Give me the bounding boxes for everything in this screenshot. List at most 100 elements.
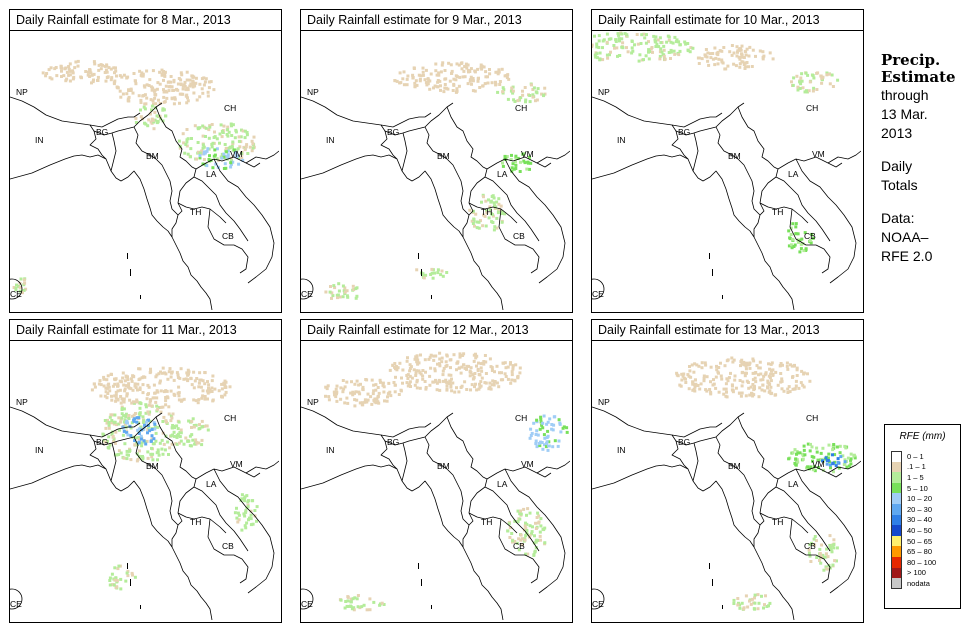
country-label-th: TH bbox=[481, 517, 492, 527]
country-label-ce: CE bbox=[592, 599, 604, 609]
country-label-bm: BM bbox=[437, 151, 450, 161]
country-label-ce: CE bbox=[301, 599, 313, 609]
legend-label: 80 – 100 bbox=[907, 557, 937, 567]
legend-item: 10 – 20 bbox=[891, 493, 960, 504]
country-borders bbox=[301, 406, 570, 620]
map-panel-10-mar: Daily Rainfall estimate for 10 Mar., 201… bbox=[591, 9, 864, 313]
country-label-la: LA bbox=[788, 169, 799, 179]
country-label-la: LA bbox=[206, 479, 217, 489]
country-label-la: LA bbox=[788, 479, 799, 489]
country-label-np: NP bbox=[16, 87, 28, 97]
country-label-vm: VM bbox=[230, 459, 243, 469]
country-label-ce: CE bbox=[592, 289, 604, 299]
panel-title: Daily Rainfall estimate for 9 Mar., 2013 bbox=[301, 10, 572, 31]
country-label-cb: CB bbox=[222, 231, 234, 241]
country-borders bbox=[592, 406, 861, 620]
country-label-bm: BM bbox=[437, 461, 450, 471]
country-label-cb: CB bbox=[222, 541, 234, 551]
rainfall-overlay bbox=[90, 366, 259, 591]
rainfall-overlay bbox=[324, 61, 547, 300]
map-area: NP CH IN BG BM VM LA TH CB CE bbox=[592, 31, 861, 310]
country-label-cb: CB bbox=[513, 541, 525, 551]
legend-item: 80 – 100 bbox=[891, 556, 960, 568]
caption-period-2: Totals bbox=[881, 177, 918, 193]
country-label-bg: BG bbox=[387, 127, 399, 137]
legend-label: > 100 bbox=[907, 568, 926, 578]
legend-swatch bbox=[891, 525, 902, 536]
country-label-cb: CB bbox=[804, 541, 816, 551]
country-label-bg: BG bbox=[678, 437, 690, 447]
legend-swatch bbox=[891, 493, 902, 504]
legend-swatch bbox=[891, 556, 902, 568]
country-label-ch: CH bbox=[224, 103, 236, 113]
country-label-vm: VM bbox=[230, 149, 243, 159]
country-label-vm: VM bbox=[812, 459, 825, 469]
country-label-bg: BG bbox=[96, 127, 108, 137]
caption-period-1: Daily bbox=[881, 158, 913, 174]
legend-swatch bbox=[891, 451, 902, 462]
panel-title: Daily Rainfall estimate for 12 Mar., 201… bbox=[301, 320, 572, 341]
legend-item: 1 – 5 bbox=[891, 472, 960, 483]
country-label-th: TH bbox=[772, 207, 783, 217]
country-label-np: NP bbox=[307, 87, 319, 97]
rainfall-overlay bbox=[324, 351, 569, 612]
country-label-vm: VM bbox=[812, 149, 825, 159]
country-label-in: IN bbox=[617, 135, 626, 145]
caption-heading-2: Estimate bbox=[881, 68, 956, 86]
country-label-ch: CH bbox=[515, 413, 527, 423]
coast-islands bbox=[418, 563, 432, 609]
map-area: NP CH IN BG BM VM LA TH CB CE bbox=[592, 341, 861, 620]
legend-label: nodata bbox=[907, 578, 930, 588]
map-area: NP CH IN BG BM VM LA TH CB CE bbox=[301, 341, 570, 620]
map-panel-9-mar: Daily Rainfall estimate for 9 Mar., 2013… bbox=[300, 9, 573, 313]
caption-heading-1: Precip. bbox=[881, 51, 941, 69]
country-label-la: LA bbox=[206, 169, 217, 179]
country-borders bbox=[301, 96, 570, 310]
panel-title: Daily Rainfall estimate for 13 Mar., 201… bbox=[592, 320, 863, 341]
country-label-np: NP bbox=[307, 397, 319, 407]
country-label-bg: BG bbox=[387, 437, 399, 447]
country-label-in: IN bbox=[326, 445, 335, 455]
map-area: NP CH IN BG BM VM LA TH CB CE bbox=[10, 31, 279, 310]
country-label-th: TH bbox=[772, 517, 783, 527]
legend-swatch bbox=[891, 546, 902, 557]
caption-source-2: NOAA– bbox=[881, 229, 929, 245]
legend-label: 0 – 1 bbox=[907, 451, 924, 461]
country-label-cb: CB bbox=[804, 231, 816, 241]
map-panel-11-mar: Daily Rainfall estimate for 11 Mar., 201… bbox=[9, 319, 282, 623]
coast-islands bbox=[709, 563, 723, 609]
caption-source-1: Data: bbox=[881, 210, 915, 226]
country-label-ch: CH bbox=[224, 413, 236, 423]
country-label-bg: BG bbox=[678, 127, 690, 137]
map-panel-13-mar: Daily Rainfall estimate for 13 Mar., 201… bbox=[591, 319, 864, 623]
country-label-ce: CE bbox=[301, 289, 313, 299]
legend-swatch bbox=[891, 514, 902, 526]
caption-end-date-2: 2013 bbox=[881, 125, 913, 141]
country-label-ce: CE bbox=[10, 599, 22, 609]
legend-item: 0 – 1 bbox=[891, 451, 960, 462]
legend-label: 10 – 20 bbox=[907, 494, 933, 504]
legend-swatch bbox=[891, 503, 902, 515]
country-label-cb: CB bbox=[513, 231, 525, 241]
country-label-la: LA bbox=[497, 169, 508, 179]
map-panel-8-mar: Daily Rainfall estimate for 8 Mar., 2013… bbox=[9, 9, 282, 313]
country-borders bbox=[10, 406, 279, 620]
country-label-th: TH bbox=[481, 207, 492, 217]
panel-title: Daily Rainfall estimate for 8 Mar., 2013 bbox=[10, 10, 281, 31]
coast-islands bbox=[709, 253, 723, 299]
country-label-bg: BG bbox=[96, 437, 108, 447]
legend-swatch bbox=[891, 578, 902, 589]
legend-swatch bbox=[891, 535, 902, 547]
legend-label: 5 – 10 bbox=[907, 483, 928, 493]
country-label-in: IN bbox=[35, 445, 44, 455]
coast-islands bbox=[127, 563, 141, 609]
country-label-vm: VM bbox=[521, 459, 534, 469]
legend-label: 20 – 30 bbox=[907, 504, 933, 514]
country-label-bm: BM bbox=[146, 151, 159, 161]
legend-item: 40 – 50 bbox=[891, 525, 960, 536]
country-label-in: IN bbox=[35, 135, 44, 145]
caption: Precip. Estimate through 13 Mar. 2013 Da… bbox=[881, 52, 965, 266]
legend-item: 50 – 65 bbox=[891, 535, 960, 547]
country-label-np: NP bbox=[598, 87, 610, 97]
